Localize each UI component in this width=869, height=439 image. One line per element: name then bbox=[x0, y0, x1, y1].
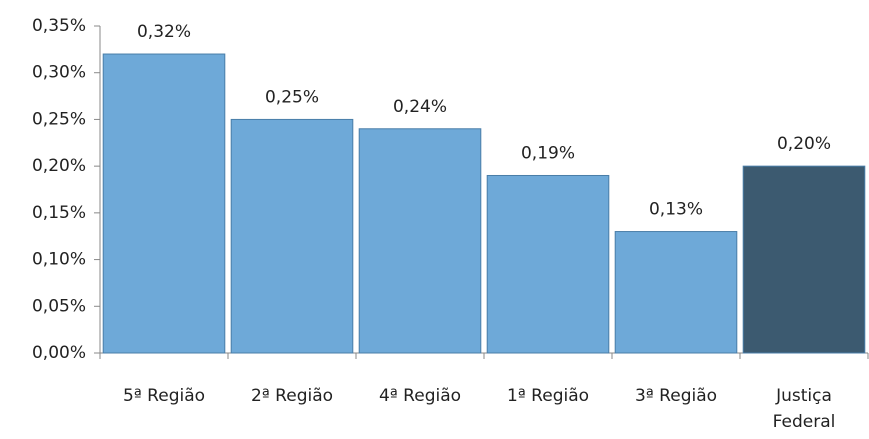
y-tick-label: 0,25% bbox=[32, 109, 86, 129]
y-tick-label: 0,30% bbox=[32, 63, 86, 83]
x-tick-label: 5ª Região bbox=[122, 386, 206, 406]
y-tick-label: 0,05% bbox=[32, 296, 86, 316]
bar bbox=[102, 53, 226, 354]
bar bbox=[358, 128, 482, 354]
y-tick-label: 0,15% bbox=[32, 203, 86, 223]
bar bbox=[230, 118, 354, 354]
y-tick-label: 0,10% bbox=[32, 250, 86, 270]
value-label: 0,20% bbox=[777, 134, 831, 154]
bar bbox=[742, 165, 866, 354]
x-tick-label: 2ª Região bbox=[250, 386, 334, 406]
value-label: 0,24% bbox=[393, 97, 447, 117]
x-tick-label: Justiça Federal bbox=[772, 386, 836, 432]
x-tick-label: 3ª Região bbox=[634, 386, 718, 406]
value-label: 0,32% bbox=[137, 22, 191, 42]
bar bbox=[486, 174, 610, 354]
value-label: 0,19% bbox=[521, 143, 575, 163]
y-tick-label: 0,35% bbox=[32, 16, 86, 36]
value-label: 0,25% bbox=[265, 87, 319, 107]
bar bbox=[614, 231, 738, 354]
x-tick-label: 1ª Região bbox=[506, 386, 590, 406]
y-tick-label: 0,20% bbox=[32, 156, 86, 176]
value-label: 0,13% bbox=[649, 200, 703, 220]
y-tick-label: 0,00% bbox=[32, 343, 86, 363]
x-tick-label: 4ª Região bbox=[378, 386, 462, 406]
